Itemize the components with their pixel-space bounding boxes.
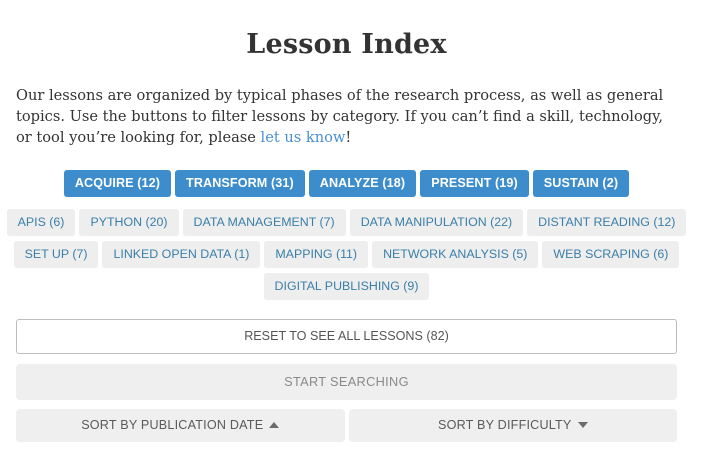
topic-filter-web-scraping[interactable]: WEB SCRAPING (6) (542, 241, 680, 268)
phase-filter-transform[interactable]: TRANSFORM (31) (175, 170, 305, 197)
sort-by-publication-date-button[interactable]: SORT BY PUBLICATION DATE (16, 409, 345, 442)
topic-filter-linked-open-data[interactable]: LINKED OPEN DATA (1) (102, 241, 261, 268)
reset-all-lessons-button[interactable]: RESET TO SEE ALL LESSONS (82) (16, 319, 677, 354)
phase-filter-sustain[interactable]: SUSTAIN (2) (532, 170, 630, 197)
sort-publication-date-label: SORT BY PUBLICATION DATE (81, 418, 264, 432)
topic-filter-row-3: DIGITAL PUBLISHING (9) (16, 273, 677, 300)
phase-filter-row: ACQUIRE (12) TRANSFORM (31) ANALYZE (18)… (16, 170, 677, 197)
intro-text-part1: Our lessons are organized by typical pha… (16, 87, 664, 146)
intro-paragraph: Our lessons are organized by typical pha… (16, 60, 676, 148)
content-container: Lesson Index Our lessons are organized b… (6, 0, 687, 442)
sort-by-difficulty-button[interactable]: SORT BY DIFFICULTY (348, 409, 677, 442)
sort-difficulty-label: SORT BY DIFFICULTY (437, 418, 572, 432)
phase-filter-acquire[interactable]: ACQUIRE (12) (63, 170, 172, 197)
topic-filter-apis[interactable]: APIS (6) (6, 209, 76, 236)
phase-filter-present[interactable]: PRESENT (19) (420, 170, 529, 197)
caret-up-icon (269, 422, 280, 428)
topic-filter-row-2: SET UP (7) LINKED OPEN DATA (1) MAPPING … (13, 241, 680, 268)
page-title: Lesson Index (246, 29, 447, 60)
let-us-know-link[interactable]: let us know (260, 129, 346, 146)
topic-filter-data-management[interactable]: DATA MANAGEMENT (7) (182, 209, 346, 236)
topic-filter-mapping[interactable]: MAPPING (11) (264, 241, 369, 268)
topic-filter-distant-reading[interactable]: DISTANT READING (12) (527, 209, 687, 236)
phase-filter-analyze[interactable]: ANALYZE (18) (308, 170, 417, 197)
intro-text-part2: ! (345, 129, 352, 146)
search-input[interactable] (16, 364, 677, 400)
topic-filter-set-up[interactable]: SET UP (7) (13, 241, 99, 268)
topic-filter-group: APIS (6) PYTHON (20) DATA MANAGEMENT (7)… (6, 209, 687, 300)
topic-filter-data-manipulation[interactable]: DATA MANIPULATION (22) (349, 209, 524, 236)
sort-controls-row: SORT BY PUBLICATION DATE SORT BY DIFFICU… (16, 409, 677, 442)
caret-down-icon (577, 422, 588, 428)
topic-filter-python[interactable]: PYTHON (20) (79, 209, 179, 236)
topic-filter-digital-publishing[interactable]: DIGITAL PUBLISHING (9) (263, 273, 430, 300)
topic-filter-row-1: APIS (6) PYTHON (20) DATA MANAGEMENT (7)… (6, 209, 687, 236)
topic-filter-network-analysis[interactable]: NETWORK ANALYSIS (5) (372, 241, 539, 268)
